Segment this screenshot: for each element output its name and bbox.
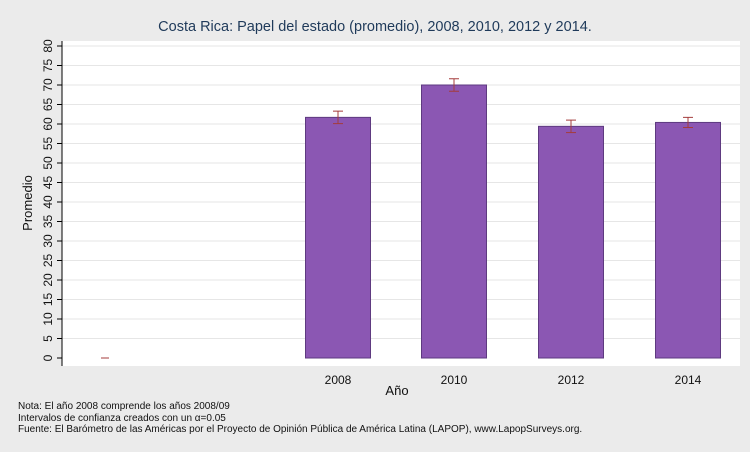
source-line: Fuente: El Barómetro de las Américas por… [18, 424, 583, 435]
x-tick-label: 2008 [325, 373, 352, 387]
y-axis-ticks: 0 5 10 15 20 25 30 35 40 45 50 55 60 65 70 75 80 [41, 39, 62, 361]
y-tick-label: 50 [41, 156, 55, 170]
y-tick-label: 5 [41, 335, 55, 342]
y-tick-label: 20 [41, 273, 55, 287]
y-tick-label: 0 [41, 354, 55, 361]
x-tick-label: 2012 [558, 373, 585, 387]
y-tick-label: 25 [41, 254, 55, 268]
y-tick-label: 65 [41, 98, 55, 112]
y-axis-label: Promedio [20, 175, 35, 231]
x-axis-label: Año [385, 383, 408, 398]
y-tick-label: 40 [41, 195, 55, 209]
y-tick-label: 75 [41, 59, 55, 73]
x-axis-ticks: 2008 2010 2012 2014 [325, 373, 702, 387]
plot-area [62, 41, 740, 366]
y-tick-label: 10 [41, 312, 55, 326]
bar [538, 125, 604, 359]
y-tick-label: 80 [41, 39, 55, 53]
y-tick-label: 60 [41, 117, 55, 131]
bar [421, 84, 487, 359]
bar [655, 121, 721, 359]
bars [101, 78, 721, 359]
x-tick-label: 2014 [675, 373, 702, 387]
y-tick-label: 55 [41, 137, 55, 151]
y-tick-label: 15 [41, 293, 55, 307]
x-tick-label: 2010 [441, 373, 468, 387]
y-tick-label: 30 [41, 234, 55, 248]
y-tick-label: 35 [41, 215, 55, 229]
note-line: Nota: El año 2008 comprende los años 200… [18, 401, 230, 412]
chart-title: Costa Rica: Papel del estado (promedio),… [158, 19, 592, 35]
y-tick-label: 45 [41, 176, 55, 190]
note-line: Intervalos de confianza creados con un α… [18, 412, 226, 424]
footnotes: Nota: El año 2008 comprende los años 200… [18, 401, 582, 436]
bar [305, 116, 371, 359]
gridlines [62, 45, 740, 339]
y-tick-label: 70 [41, 78, 55, 92]
